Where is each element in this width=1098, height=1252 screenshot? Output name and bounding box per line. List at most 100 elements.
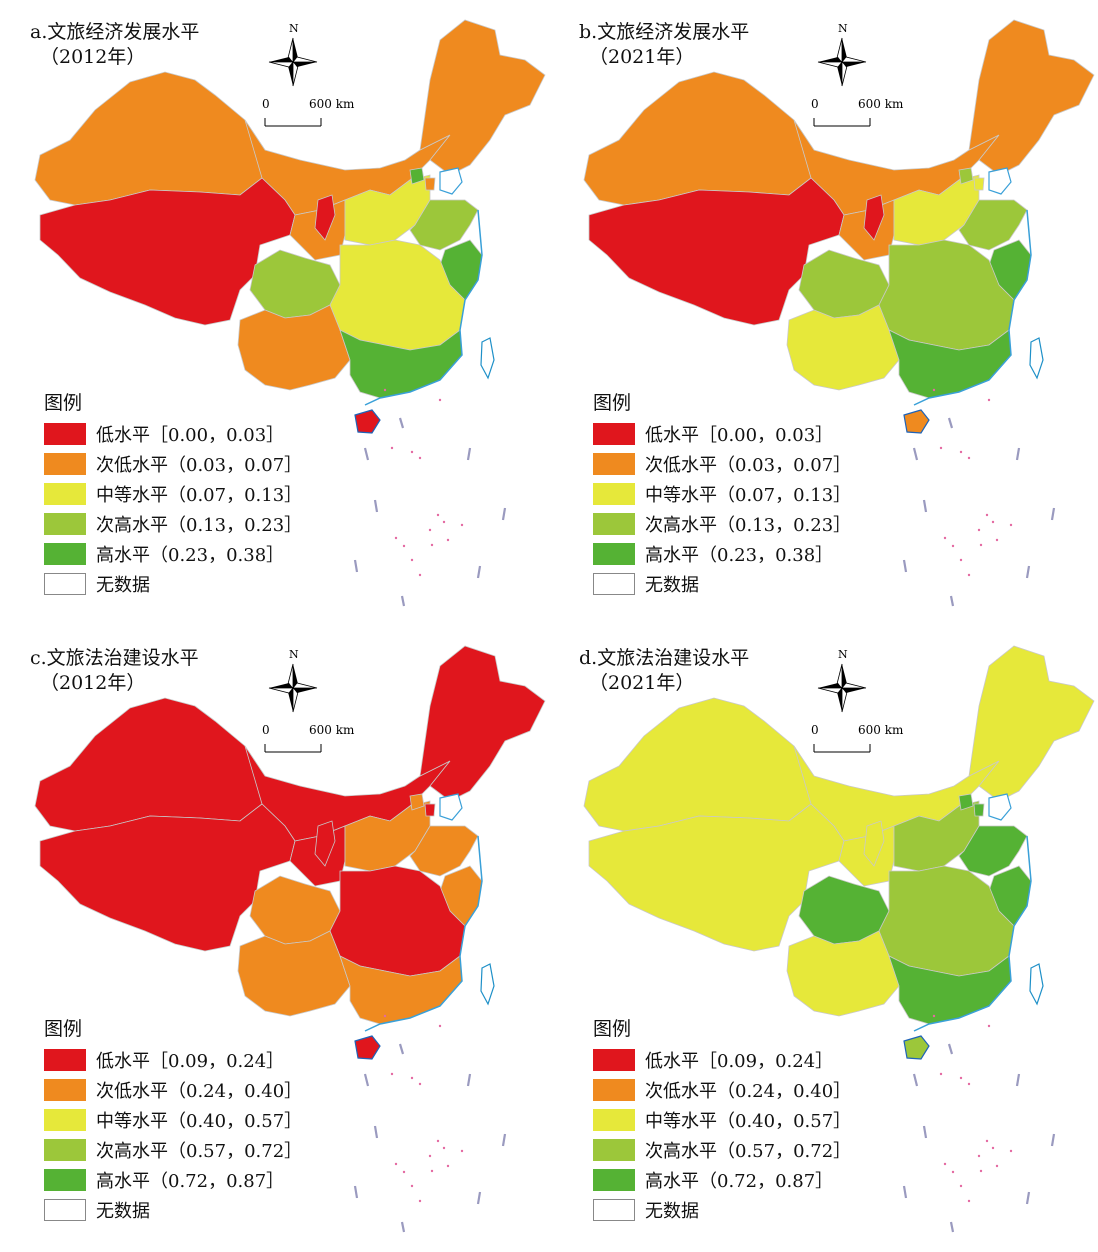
legend-heading: 图例	[44, 1018, 83, 1040]
bohai-sea	[439, 167, 463, 195]
legend: 图例 低水平［0.00，0.03］ 次低水平（0.03，0.07］ 中等水平（0.0…	[44, 388, 302, 599]
legend-label: 次高水平（0.13，0.23］	[96, 515, 303, 536]
legend-row: 低水平［0.00，0.03］	[44, 419, 302, 449]
scale-zero-label: 0	[811, 97, 819, 111]
scale-distance-label: 600 km	[858, 97, 904, 111]
legend-swatch	[593, 1169, 635, 1191]
legend-swatch-nodata	[44, 1199, 86, 1221]
scale-distance-label: 600 km	[309, 723, 355, 737]
map-title-main: a.文旅经济发展水平	[30, 21, 200, 43]
legend-label: 高水平（0.72，0.87］	[645, 1171, 834, 1192]
legend-row-nodata: 无数据	[44, 569, 302, 599]
map-panel-b: N 0 600 km b.文旅经济发展水平 （2021年） 图例 低水平［0.0…	[549, 0, 1098, 626]
map-panel-c: N 0 600 km c.文旅法治建设水平 （2012年） 图例 低水平［0.0…	[0, 626, 549, 1252]
legend-label: 低水平［0.00，0.03］	[645, 425, 834, 446]
map-title-year: （2021年）	[589, 672, 695, 694]
legend-row: 高水平（0.72，0.87］	[44, 1165, 302, 1195]
legend: 图例 低水平［0.09，0.24］ 次低水平（0.24，0.40］ 中等水平（0.4…	[593, 1014, 851, 1225]
legend-label: 低水平［0.00，0.03］	[96, 425, 285, 446]
legend-row-nodata: 无数据	[44, 1195, 302, 1225]
region-beijing	[958, 793, 974, 811]
map-title: b.文旅经济发展水平 （2021年）	[579, 20, 749, 70]
south-sea-islands	[383, 1014, 464, 1203]
legend-swatch	[44, 1049, 86, 1071]
legend-swatch	[593, 483, 635, 505]
legend-row: 低水平［0.00，0.03］	[593, 419, 851, 449]
south-sea-islands	[932, 388, 1013, 577]
region-tianjin	[973, 177, 985, 191]
legend-label: 次低水平（0.24，0.40］	[96, 1081, 303, 1102]
south-sea-dashes	[353, 1043, 507, 1233]
legend-label: 高水平（0.72，0.87］	[96, 1171, 285, 1192]
legend-swatch-nodata	[593, 573, 635, 595]
region-hainan	[903, 1035, 930, 1060]
legend-swatch	[593, 543, 635, 565]
north-arrow: N	[268, 22, 318, 87]
legend-row: 高水平（0.23，0.38］	[593, 539, 851, 569]
region-northeast	[968, 645, 1095, 802]
region-ningxia	[863, 194, 885, 241]
legend-swatch	[44, 1139, 86, 1161]
bohai-sea	[988, 793, 1012, 821]
legend-row: 次低水平（0.03，0.07］	[593, 449, 851, 479]
south-sea-dashes	[902, 417, 1056, 607]
region-taiwan	[480, 963, 495, 1006]
region-hainan	[903, 409, 930, 434]
legend-label: 次高水平（0.57，0.72］	[645, 1141, 852, 1162]
map-title: a.文旅经济发展水平 （2012年）	[30, 20, 199, 70]
south-sea-dashes	[902, 1043, 1056, 1233]
region-beijing	[409, 167, 425, 185]
legend-heading: 图例	[593, 392, 632, 414]
legend-row: 中等水平（0.40，0.57］	[593, 1105, 851, 1135]
region-ningxia	[863, 820, 885, 867]
legend-row: 次高水平（0.57，0.72］	[593, 1135, 851, 1165]
legend-row: 次低水平（0.03，0.07］	[44, 449, 302, 479]
compass-n-label: N	[838, 648, 848, 661]
scale-bar: 0 600 km	[811, 723, 904, 753]
region-northeast	[419, 645, 546, 802]
legend-swatch	[593, 1139, 635, 1161]
region-tianjin	[424, 803, 436, 817]
region-beijing	[409, 793, 425, 811]
map-title-year: （2012年）	[40, 46, 146, 68]
legend: 图例 低水平［0.00，0.03］ 次低水平（0.03，0.07］ 中等水平（0.0…	[593, 388, 851, 599]
legend-label: 中等水平（0.40，0.57］	[645, 1111, 852, 1132]
legend-row: 次高水平（0.13，0.23］	[44, 509, 302, 539]
scale-distance-label: 600 km	[858, 723, 904, 737]
legend-swatch	[44, 453, 86, 475]
legend-swatch	[44, 513, 86, 535]
coastline	[364, 209, 483, 406]
legend-swatch	[44, 1079, 86, 1101]
legend-label-nodata: 无数据	[96, 575, 150, 596]
map-title: d.文旅法治建设水平 （2021年）	[579, 646, 749, 696]
legend-label-nodata: 无数据	[645, 1201, 699, 1222]
south-sea-dashes	[353, 417, 507, 607]
region-northeast	[419, 19, 546, 176]
legend-label-nodata: 无数据	[645, 575, 699, 596]
legend-swatch	[44, 483, 86, 505]
coastline	[913, 835, 1032, 1032]
region-beijing	[958, 167, 974, 185]
legend-swatch	[44, 543, 86, 565]
region-hainan	[354, 409, 381, 434]
legend-row-nodata: 无数据	[593, 1195, 851, 1225]
map-panel-d: N 0 600 km d.文旅法治建设水平 （2021年） 图例 低水平［0.0…	[549, 626, 1098, 1252]
legend-label: 次低水平（0.24，0.40］	[645, 1081, 852, 1102]
legend-row: 高水平（0.23，0.38］	[44, 539, 302, 569]
legend-heading: 图例	[44, 392, 83, 414]
legend-label: 中等水平（0.40，0.57］	[96, 1111, 303, 1132]
legend-label: 低水平［0.09，0.24］	[645, 1051, 834, 1072]
region-tibet-qinghai	[39, 803, 296, 952]
compass-n-label: N	[838, 22, 848, 35]
legend-row: 次高水平（0.57，0.72］	[44, 1135, 302, 1165]
scale-zero-label: 0	[262, 723, 270, 737]
map-title-main: b.文旅经济发展水平	[579, 21, 750, 43]
south-sea-islands	[383, 388, 464, 577]
legend-label: 次低水平（0.03，0.07］	[96, 455, 303, 476]
legend-row: 中等水平（0.40，0.57］	[44, 1105, 302, 1135]
region-ningxia	[314, 820, 336, 867]
scale-zero-label: 0	[262, 97, 270, 111]
scale-bar: 0 600 km	[262, 723, 355, 753]
compass-n-label: N	[289, 22, 299, 35]
legend-row: 中等水平（0.07，0.13］	[44, 479, 302, 509]
